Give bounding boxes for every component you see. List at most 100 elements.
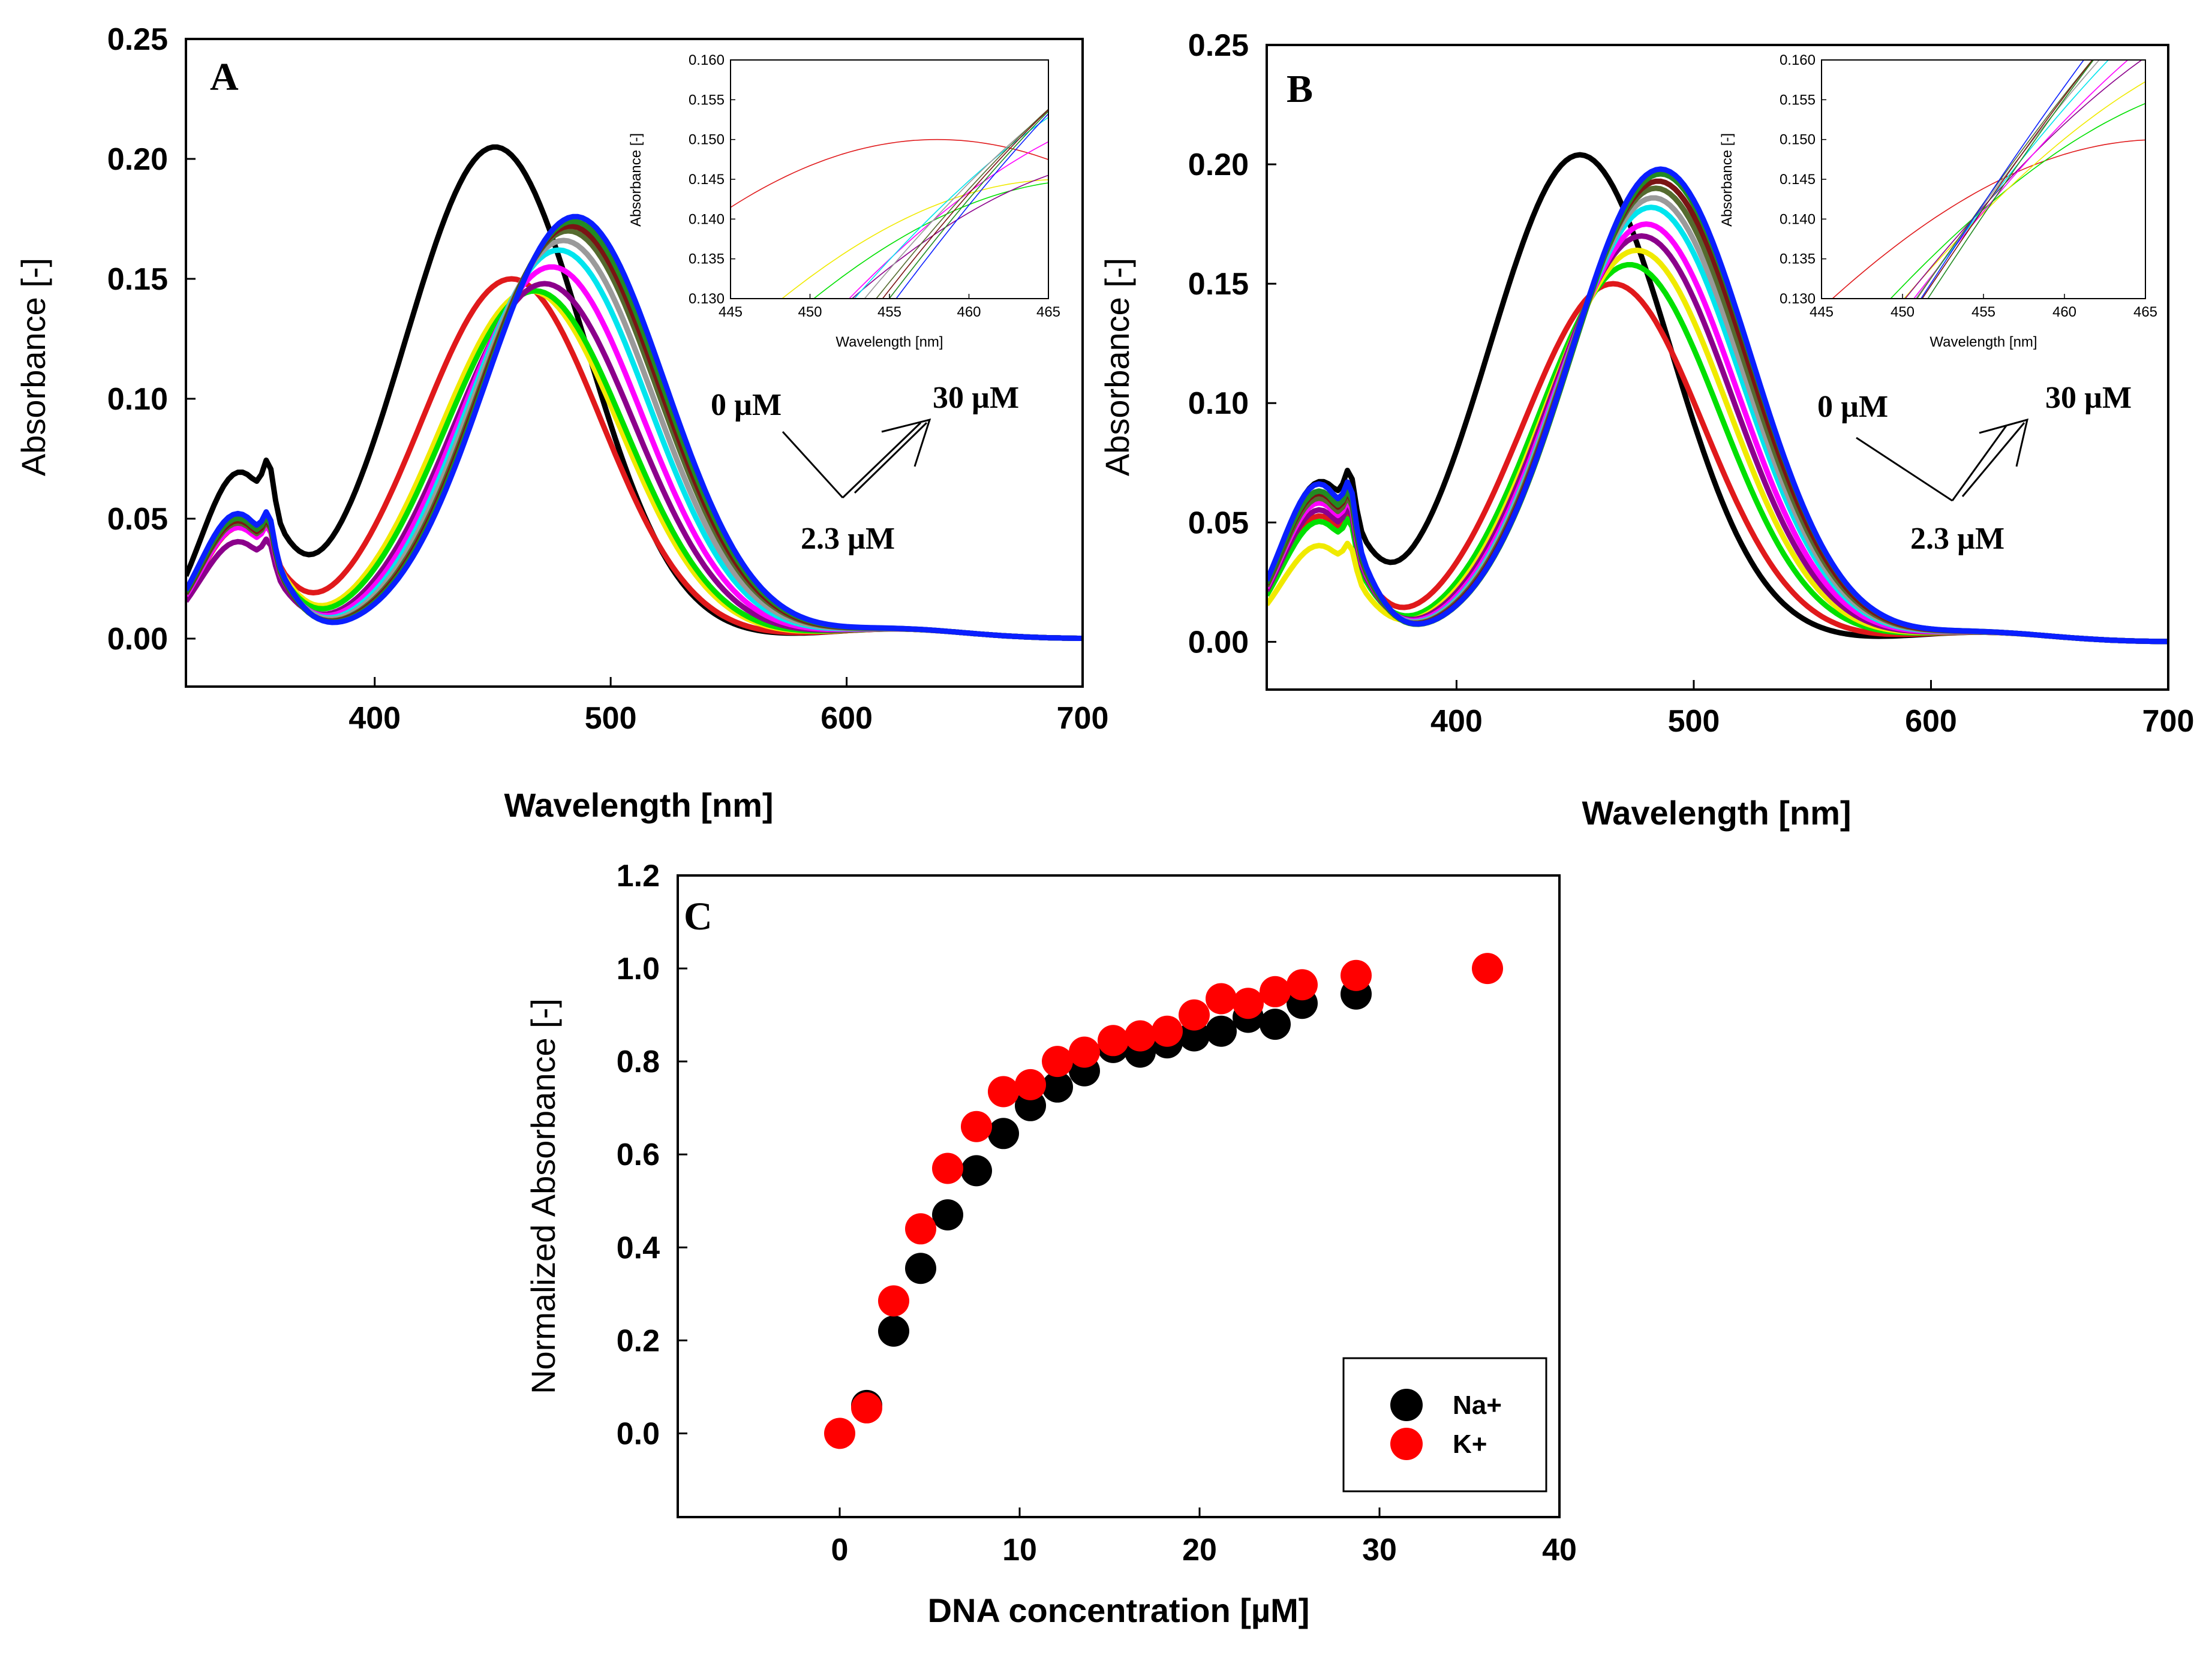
panel-b-inset-ytick-label: 0.130 bbox=[1780, 291, 1816, 307]
panel-a-inset-series-10 bbox=[882, 109, 1048, 299]
panel-b-annot-end: 30 µM bbox=[2045, 381, 2132, 415]
panel-c: 0 10 20 30 40 0.0 0.2 0.4 0.6 0.8 1.0 1.2 C DNA con… bbox=[524, 859, 1577, 1629]
panel-b-ytick-label: 0.00 bbox=[1188, 625, 1249, 660]
panel-b-frame bbox=[1266, 44, 2169, 691]
panel-c-ytick-label: 1.2 bbox=[617, 859, 660, 893]
panel-c-point-na-3 bbox=[905, 1253, 936, 1284]
panel-b-inset-ytick-label: 0.145 bbox=[1780, 171, 1816, 188]
panel-c-point-k-20 bbox=[1472, 953, 1503, 985]
panel-b-axes: 400 500 600 700 0.00 0.05 0.10 0.15 0.20 0.25 bbox=[1188, 28, 2195, 739]
panel-c-point-k-15 bbox=[1206, 983, 1237, 1015]
panel-c-point-k-7 bbox=[988, 1076, 1019, 1108]
panel-a-ytick-label: 0.10 bbox=[107, 382, 168, 417]
panel-b-inset-xlabel: Wavelength [nm] bbox=[1930, 334, 2037, 350]
panel-a-ytick-label: 0.20 bbox=[107, 142, 168, 177]
panel-a-ytick-label: 0.25 bbox=[107, 22, 168, 57]
panel-c-point-k-5 bbox=[932, 1153, 963, 1184]
panel-c-xtick-label: 20 bbox=[1182, 1533, 1217, 1567]
panel-c-xlabel: DNA concentration [µM] bbox=[928, 1591, 1310, 1629]
panel-a-inset-axes: 445 450 455 460 465 0.130 0.135 0.140 0.145 0.150… bbox=[689, 52, 1060, 320]
panel-b-titration-arrows bbox=[1856, 418, 2029, 502]
panel-b-inset-xtick-label: 445 bbox=[1810, 304, 1834, 320]
panel-b-xtick-label: 700 bbox=[2142, 704, 2195, 739]
panel-a-inset-xtick-label: 460 bbox=[957, 304, 981, 320]
panel-b-xtick-label: 500 bbox=[1668, 704, 1720, 739]
panel-a-inset-series-2 bbox=[731, 139, 1048, 208]
panel-a-ytick-label: 0.05 bbox=[107, 502, 168, 537]
panel-a-inset-ytick-label: 0.160 bbox=[689, 52, 725, 68]
panel-a-titration-arrows bbox=[782, 418, 931, 499]
panel-b-inset-series-12 bbox=[1920, 60, 2085, 299]
panel-c-point-na-4 bbox=[932, 1199, 963, 1230]
panel-a-ytick-label: 0.15 bbox=[107, 262, 168, 297]
panel-a-inset-xlabel: Wavelength [nm] bbox=[835, 334, 943, 350]
legend-label-na: Na+ bbox=[1453, 1391, 1502, 1420]
panel-b-xtick-label: 600 bbox=[1905, 704, 1957, 739]
panel-a-inset-series-4 bbox=[813, 182, 1048, 299]
panel-b-inset-series-8 bbox=[1915, 60, 2100, 299]
panel-c-label: C bbox=[684, 895, 713, 938]
panel-b-inset-curves bbox=[1831, 60, 2145, 299]
panel-b-ytick-label: 0.15 bbox=[1188, 267, 1249, 302]
panel-b-inset-ytick-label: 0.155 bbox=[1780, 92, 1816, 108]
panel-c-point-k-3 bbox=[878, 1285, 909, 1317]
panel-b-xlabel: Wavelength [nm] bbox=[1582, 794, 1851, 832]
panel-b-inset-xtick-label: 465 bbox=[2133, 304, 2157, 320]
panel-c-point-k-19 bbox=[1341, 959, 1372, 991]
panel-a-inset-ytick-label: 0.145 bbox=[689, 171, 725, 188]
panel-b-inset-series-4 bbox=[1903, 81, 2145, 299]
panel-c-points bbox=[824, 953, 1503, 1449]
panel-b-inset-series-5 bbox=[1904, 60, 2143, 299]
panel-c-point-na-14 bbox=[1206, 1015, 1237, 1047]
panel-a-xtick-label: 500 bbox=[585, 701, 637, 736]
panel-a-inset-ytick-label: 0.150 bbox=[689, 132, 725, 148]
panel-a-annot-start: 0 µM bbox=[711, 388, 782, 422]
panel-b-curves bbox=[1267, 152, 2168, 645]
panel-a-inset-series-3 bbox=[781, 179, 1048, 299]
panel-c-ytick-label: 1.0 bbox=[617, 952, 660, 986]
panel-c-point-k-17 bbox=[1260, 976, 1291, 1007]
panel-c-point-k-11 bbox=[1098, 1025, 1129, 1057]
panel-c-ytick-label: 0.8 bbox=[617, 1045, 660, 1079]
panel-c-ytick-label: 0.0 bbox=[617, 1416, 660, 1451]
panel-b-inset-xtick-label: 460 bbox=[2052, 304, 2076, 320]
panel-a-inset-xtick-label: 455 bbox=[877, 304, 901, 320]
panel-a-inset-xtick-label: 450 bbox=[798, 304, 822, 320]
panel-a-inset-ylabel: Absorbance [-] bbox=[628, 133, 644, 227]
panel-a-inset-xtick-label: 445 bbox=[719, 304, 743, 320]
panel-c-xtick-label: 0 bbox=[831, 1533, 849, 1567]
panel-c-point-k-2 bbox=[851, 1392, 882, 1424]
panel-b-label: B bbox=[1287, 67, 1313, 111]
panel-b-inset-ytick-label: 0.150 bbox=[1780, 132, 1816, 148]
panel-a-series-12 bbox=[186, 213, 1083, 641]
panel-a-inset-series-5 bbox=[851, 174, 1048, 299]
panel-c-point-na-5 bbox=[961, 1155, 992, 1187]
panel-b-inset-axes: 445 450 455 460 465 0.130 0.135 0.140 0.145 0.150… bbox=[1780, 52, 2157, 320]
panel-c-point-k-1 bbox=[824, 1418, 855, 1449]
panel-c-ytick-label: 0.2 bbox=[617, 1323, 660, 1358]
panel-b-annot-mid: 2.3 µM bbox=[1910, 522, 2004, 556]
panel-c-point-na-8 bbox=[1042, 1071, 1073, 1103]
panel-a-label: A bbox=[210, 55, 239, 99]
panel-c-point-k-8 bbox=[1015, 1069, 1046, 1100]
panel-c-point-k-9 bbox=[1042, 1046, 1073, 1078]
panel-a-ytick-label: 0.00 bbox=[107, 622, 168, 657]
panel-c-point-k-16 bbox=[1233, 988, 1264, 1019]
panel-b-inset-ytick-label: 0.160 bbox=[1780, 52, 1816, 68]
panel-c-point-k-13 bbox=[1152, 1015, 1183, 1047]
panel-a: 400 500 600 700 0.00 0.05 0.10 0.15 0.20 0.25 A W… bbox=[14, 22, 1108, 824]
panel-c-ytick-label: 0.6 bbox=[617, 1138, 660, 1172]
panel-b-xtick-label: 400 bbox=[1430, 704, 1483, 739]
panel-c-ylabel: Normalized Absorbance [-] bbox=[524, 998, 562, 1394]
panel-b-inset-xtick-label: 450 bbox=[1891, 304, 1915, 320]
legend-box bbox=[1342, 1357, 1547, 1492]
panel-a-inset: 445 450 455 460 465 0.130 0.135 0.140 0.145 0.150… bbox=[628, 52, 1060, 350]
panel-b-inset-xtick-label: 455 bbox=[1971, 304, 1995, 320]
panel-b-inset-series-2 bbox=[1831, 139, 2145, 299]
panel-c-point-k-14 bbox=[1179, 999, 1210, 1031]
legend-marker-na bbox=[1390, 1389, 1423, 1421]
panel-a-annot-mid: 2.3 µM bbox=[801, 522, 895, 556]
panel-b: 400 500 600 700 0.00 0.05 0.10 0.15 0.20 0.25 B W… bbox=[1098, 28, 2195, 832]
panel-b-series-12 bbox=[1267, 166, 2168, 645]
panel-c-point-na-16 bbox=[1260, 1009, 1291, 1040]
